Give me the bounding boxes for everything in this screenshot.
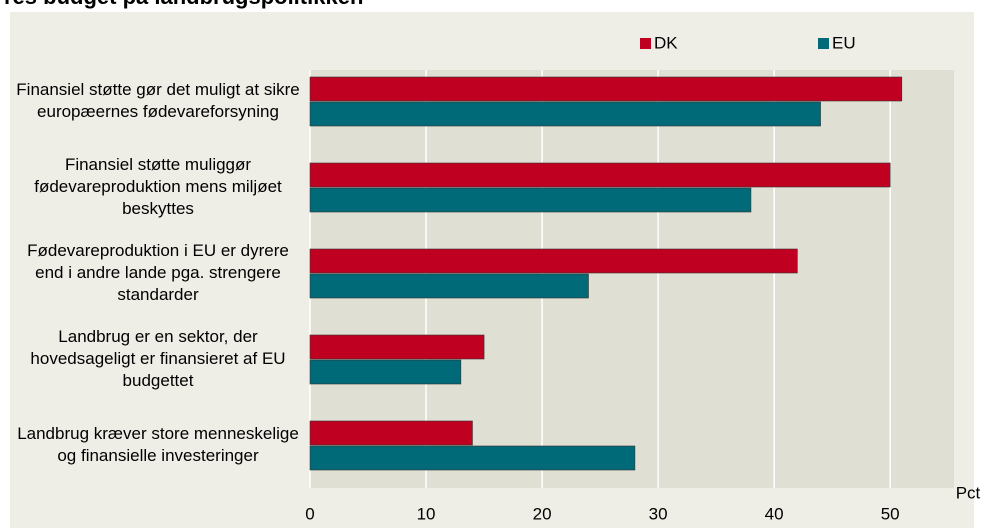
legend-label: EU: [832, 33, 856, 52]
bar: [309, 187, 752, 213]
x-tick-label: 20: [533, 504, 552, 523]
legend-swatch: [818, 38, 829, 49]
bar: [309, 273, 589, 299]
x-axis-label: Pct: [956, 483, 981, 502]
legend-label: DK: [654, 33, 678, 52]
bar: [309, 445, 636, 471]
category-label: Landbrug er en sektor, der hovedsageligt…: [30, 327, 286, 390]
bar: [309, 334, 485, 360]
legend-swatch: [640, 38, 651, 49]
bar: [309, 162, 891, 188]
category-label: Fødevareproduktion i EU er dyrere end i …: [27, 241, 289, 304]
bar: [309, 359, 462, 385]
bar: [309, 420, 473, 446]
x-tick-label: 50: [881, 504, 900, 523]
x-tick-label: 30: [649, 504, 668, 523]
bar: [309, 76, 903, 102]
x-tick-label: 0: [305, 504, 314, 523]
bar: [309, 101, 821, 127]
bar: [309, 248, 798, 274]
category-label: Finansiel støtte muliggør fødevareproduk…: [34, 155, 282, 218]
category-label: Landbrug kræver store menneskelige og fi…: [17, 424, 299, 465]
chart-title: res budget på landbrugspolitikken: [4, 0, 363, 9]
category-label: Finansiel støtte gør det muligt at sikre…: [16, 80, 300, 121]
x-tick-label: 10: [417, 504, 436, 523]
x-tick-label: 40: [765, 504, 784, 523]
